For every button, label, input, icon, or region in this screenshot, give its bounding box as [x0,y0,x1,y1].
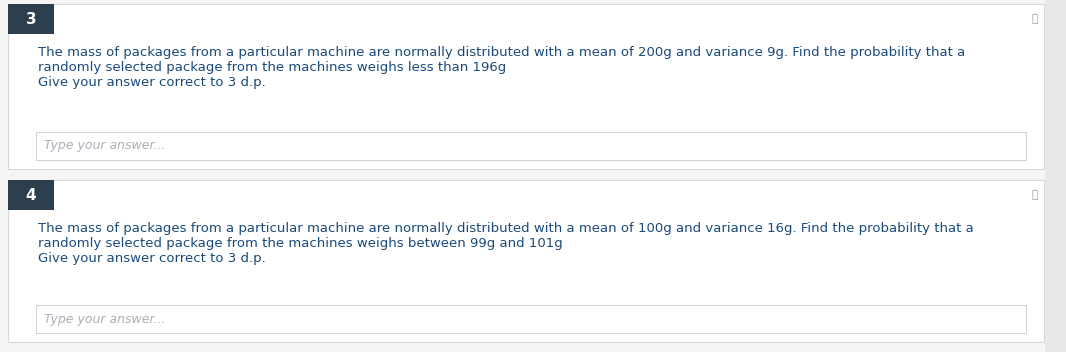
Bar [1045,0,1066,352]
Text: Type your answer...: Type your answer... [44,139,165,152]
FancyBboxPatch shape [9,180,1044,342]
Text: randomly selected package from the machines weighs less than 196g: randomly selected package from the machi… [38,61,506,74]
Text: Give your answer correct to 3 d.p.: Give your answer correct to 3 d.p. [38,252,265,265]
Text: 📌: 📌 [1032,14,1038,24]
Text: randomly selected package from the machines weighs between 99g and 101g: randomly selected package from the machi… [38,237,563,250]
Bar [9,4,54,34]
Text: 📌: 📌 [1032,190,1038,200]
Text: The mass of packages from a particular machine are normally distributed with a m: The mass of packages from a particular m… [38,46,965,59]
Text: 4: 4 [26,188,36,202]
Text: Give your answer correct to 3 d.p.: Give your answer correct to 3 d.p. [38,76,265,89]
Text: The mass of packages from a particular machine are normally distributed with a m: The mass of packages from a particular m… [38,222,973,235]
Text: Type your answer...: Type your answer... [44,313,165,326]
Text: 3: 3 [26,12,36,26]
FancyBboxPatch shape [36,305,1025,333]
FancyBboxPatch shape [9,4,1044,169]
Bar [9,180,54,210]
FancyBboxPatch shape [36,132,1025,160]
